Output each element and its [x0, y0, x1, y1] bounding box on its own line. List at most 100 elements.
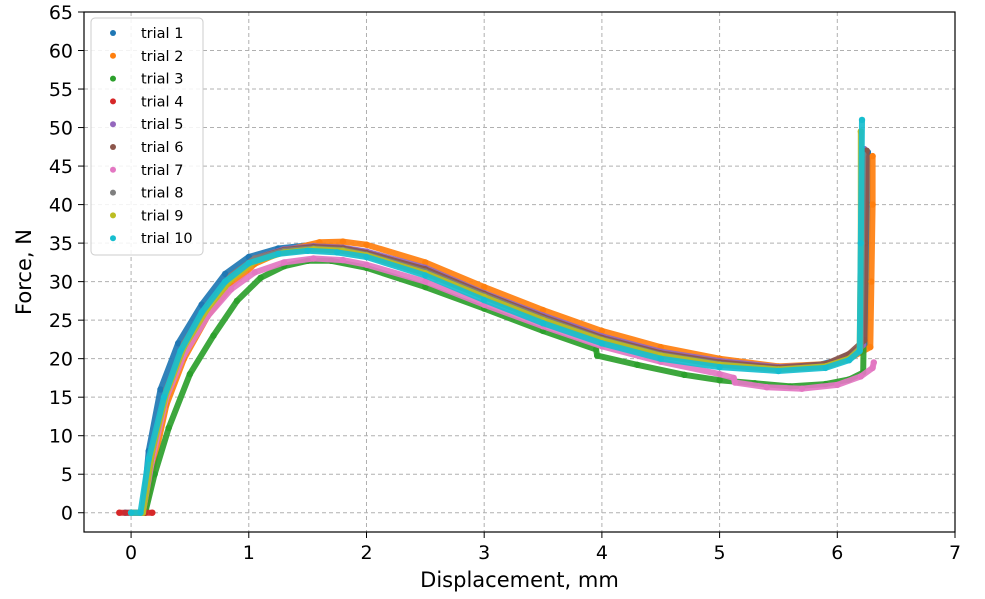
data-point	[716, 370, 723, 378]
data-point	[363, 241, 370, 248]
legend-label: trial 9	[141, 208, 183, 224]
data-point	[149, 509, 156, 516]
x-tick-label: 4	[596, 542, 608, 564]
legend-marker	[110, 235, 116, 242]
data-point	[868, 278, 875, 285]
data-point	[870, 359, 877, 366]
series-10	[127, 116, 866, 516]
data-point	[775, 367, 782, 375]
data-point	[731, 379, 739, 386]
data-point	[539, 320, 547, 327]
legend: trial 1 trial 2 trial 3 trial 4 trial 5 trial…	[90, 17, 204, 256]
data-point	[275, 250, 282, 258]
data-point	[763, 384, 770, 391]
data-point	[339, 256, 347, 264]
legend-label: trial 7	[141, 163, 183, 179]
legend-label: trial 5	[141, 117, 183, 133]
data-point	[822, 364, 829, 372]
y-tick-label: 40	[49, 195, 73, 217]
series-trace	[128, 116, 865, 516]
legend-marker	[110, 212, 116, 219]
legend-label: trial 3	[141, 72, 183, 88]
data-point	[310, 255, 317, 262]
data-point	[869, 364, 876, 372]
x-tick-label: 0	[125, 542, 137, 564]
data-point	[251, 269, 258, 276]
data-point	[333, 249, 341, 256]
legend-box	[90, 17, 204, 256]
y-axis-title: Force, N	[12, 229, 36, 315]
x-axis-title: Displacement, mm	[420, 568, 619, 592]
data-point	[233, 297, 241, 305]
legend-label: trial 6	[141, 140, 183, 156]
data-point	[222, 270, 229, 278]
legend-label: trial 1	[141, 26, 183, 42]
y-tick-label: 50	[49, 118, 73, 140]
plot-frame	[83, 11, 956, 533]
legend-marker	[110, 52, 116, 59]
series-trace	[128, 255, 877, 516]
data-point	[856, 347, 863, 355]
data-point	[177, 347, 184, 355]
data-point	[681, 371, 688, 378]
data-point	[116, 509, 123, 516]
legend-label: trial 8	[141, 186, 183, 202]
data-point	[137, 509, 144, 516]
data-point	[245, 259, 252, 267]
data-point	[869, 152, 876, 160]
data-point	[657, 355, 664, 362]
y-tick-label: 55	[49, 79, 73, 101]
y-tick-label: 20	[49, 349, 73, 371]
data-point	[869, 201, 876, 208]
data-point	[157, 386, 164, 393]
data-point	[422, 278, 429, 285]
data-point	[175, 340, 182, 347]
data-point	[481, 283, 488, 291]
x-tick-label: 7	[949, 542, 961, 564]
data-point	[716, 363, 723, 371]
data-point	[363, 253, 370, 261]
data-point	[858, 116, 866, 124]
legend-marker	[110, 144, 116, 150]
data-point	[210, 332, 217, 339]
data-point	[594, 352, 601, 359]
legend-marker	[110, 121, 116, 128]
y-tick-label: 5	[61, 464, 73, 486]
data-point	[160, 394, 168, 401]
data-point	[857, 239, 864, 247]
y-tick-label: 65	[49, 2, 73, 24]
legend-marker	[110, 166, 116, 173]
data-point	[151, 471, 158, 478]
x-tick-label: 1	[243, 542, 255, 564]
data-point	[834, 381, 841, 389]
x-tick-label: 3	[478, 542, 490, 564]
data-point	[716, 377, 723, 384]
data-point	[186, 370, 194, 378]
data-point	[165, 424, 172, 432]
data-point	[798, 385, 806, 392]
legend-marker	[110, 75, 116, 82]
y-tick-label: 0	[61, 503, 73, 525]
x-tick-label: 5	[714, 542, 726, 564]
x-tick-label: 2	[360, 542, 372, 564]
data-point	[257, 274, 264, 281]
data-point	[598, 327, 606, 335]
y-tick-label: 15	[49, 387, 73, 409]
series-7	[127, 255, 877, 516]
data-point	[857, 373, 864, 380]
legend-label: trial 4	[141, 94, 183, 110]
legend-marker	[110, 189, 116, 196]
y-tick-label: 60	[49, 41, 73, 63]
data-point	[867, 343, 874, 351]
data-point	[227, 286, 235, 293]
y-tick-label: 25	[49, 310, 73, 332]
y-tick-label: 30	[49, 272, 73, 294]
data-point	[481, 296, 488, 304]
legend-label: trial 2	[141, 49, 183, 65]
data-point	[198, 309, 205, 316]
y-tick-label: 10	[49, 426, 73, 448]
data-point	[339, 238, 347, 245]
data-point	[304, 247, 311, 254]
